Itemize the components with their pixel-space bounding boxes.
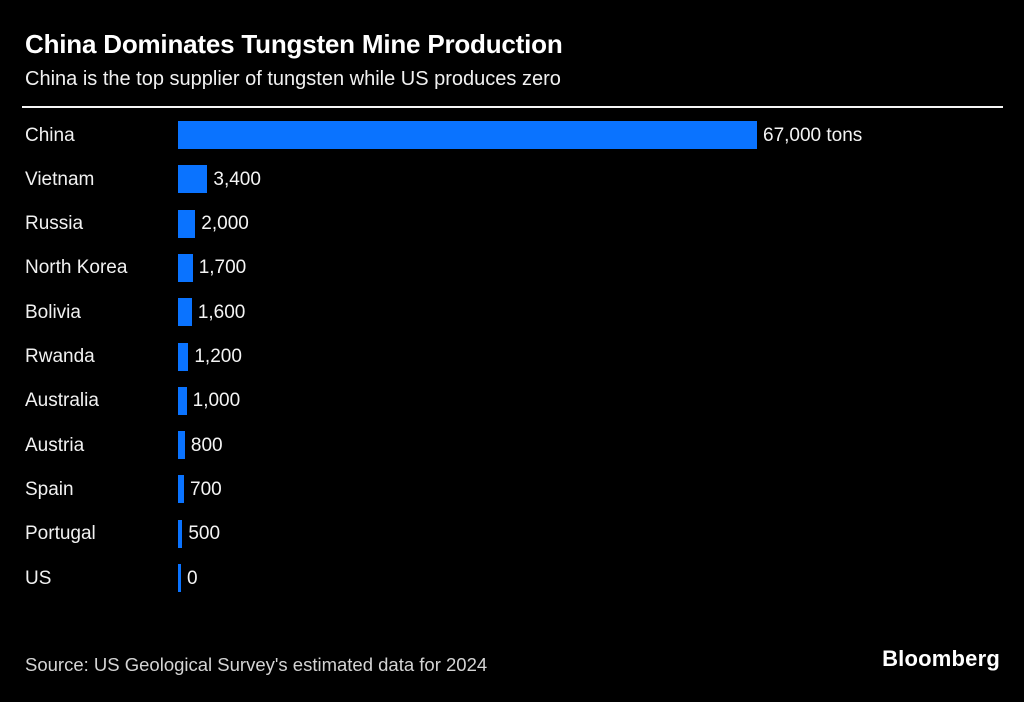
chart-row: Australia 1,000 bbox=[25, 379, 1000, 423]
chart-row: Spain 700 bbox=[25, 467, 1000, 511]
category-label: Vietnam bbox=[25, 168, 95, 190]
bar bbox=[178, 253, 193, 282]
chart-header: China Dominates Tungsten Mine Production… bbox=[25, 29, 1000, 91]
chart-row: Russia 2,000 bbox=[25, 201, 1000, 245]
category-label: Portugal bbox=[25, 523, 96, 545]
value-label: 800 bbox=[190, 434, 223, 456]
category-label: China bbox=[25, 124, 75, 146]
category-label: US bbox=[25, 567, 52, 589]
chart-row: Vietnam 3,400 bbox=[25, 157, 1000, 201]
bar bbox=[178, 475, 185, 504]
bar-area: 1,700 bbox=[178, 253, 1000, 282]
chart-row: Rwanda 1,200 bbox=[25, 334, 1000, 378]
value-label: 2,000 bbox=[201, 213, 249, 235]
value-label: 0 bbox=[187, 567, 198, 589]
value-label: 700 bbox=[190, 478, 222, 500]
chart-row: Bolivia 1,600 bbox=[25, 290, 1000, 334]
category-label: Rwanda bbox=[25, 346, 95, 368]
bar bbox=[178, 121, 757, 150]
value-label: 67,000 tons bbox=[763, 124, 863, 146]
bar-area: 800 bbox=[178, 431, 1000, 460]
header-separator bbox=[22, 105, 1003, 108]
bar-area: 1,600 bbox=[178, 298, 1000, 327]
chart-row: US 0 bbox=[25, 556, 1000, 600]
chart-title: China Dominates Tungsten Mine Production bbox=[25, 29, 563, 59]
bar-area: 2,000 bbox=[178, 209, 1000, 238]
chart-footer: Source: US Geological Survey's estimated… bbox=[25, 646, 1000, 676]
bar bbox=[178, 386, 187, 415]
chart-row: Portugal 500 bbox=[25, 512, 1000, 556]
bar-area: 0 bbox=[178, 564, 1000, 592]
category-label: Russia bbox=[25, 213, 84, 235]
category-label: Bolivia bbox=[25, 301, 81, 323]
bar bbox=[178, 298, 192, 327]
value-label: 3,400 bbox=[213, 168, 261, 190]
category-label: Austria bbox=[25, 434, 85, 456]
value-label: 1,000 bbox=[192, 390, 241, 412]
bar bbox=[178, 165, 208, 194]
bar bbox=[178, 431, 185, 460]
bar-chart: China 67,000 tons Vietnam 3,400 Russia 2… bbox=[25, 113, 1000, 600]
value-label: 1,600 bbox=[197, 301, 246, 323]
bar-area: 700 bbox=[178, 475, 1000, 504]
value-label: 500 bbox=[188, 523, 221, 545]
bar-area: 1,200 bbox=[178, 342, 1000, 371]
value-label: 1,700 bbox=[198, 257, 247, 279]
bar bbox=[178, 564, 181, 592]
bar bbox=[178, 342, 189, 371]
bar-area: 67,000 tons bbox=[178, 121, 1000, 150]
bar-area: 3,400 bbox=[178, 165, 1000, 194]
chart-subtitle: China is the top supplier of tungsten wh… bbox=[25, 67, 561, 90]
bar bbox=[178, 519, 183, 548]
category-label: Spain bbox=[25, 478, 74, 500]
bar bbox=[178, 209, 196, 238]
value-label: 1,200 bbox=[194, 346, 242, 368]
category-label: North Korea bbox=[25, 257, 128, 279]
source-note: Source: US Geological Survey's estimated… bbox=[25, 653, 488, 675]
chart-row: Austria 800 bbox=[25, 423, 1000, 467]
bloomberg-logo: Bloomberg bbox=[882, 646, 1000, 671]
chart-row: China 67,000 tons bbox=[25, 113, 1000, 157]
bar-area: 500 bbox=[178, 519, 1000, 548]
chart-row: North Korea 1,700 bbox=[25, 246, 1000, 290]
bar-area: 1,000 bbox=[178, 386, 1000, 415]
category-label: Australia bbox=[25, 390, 99, 412]
